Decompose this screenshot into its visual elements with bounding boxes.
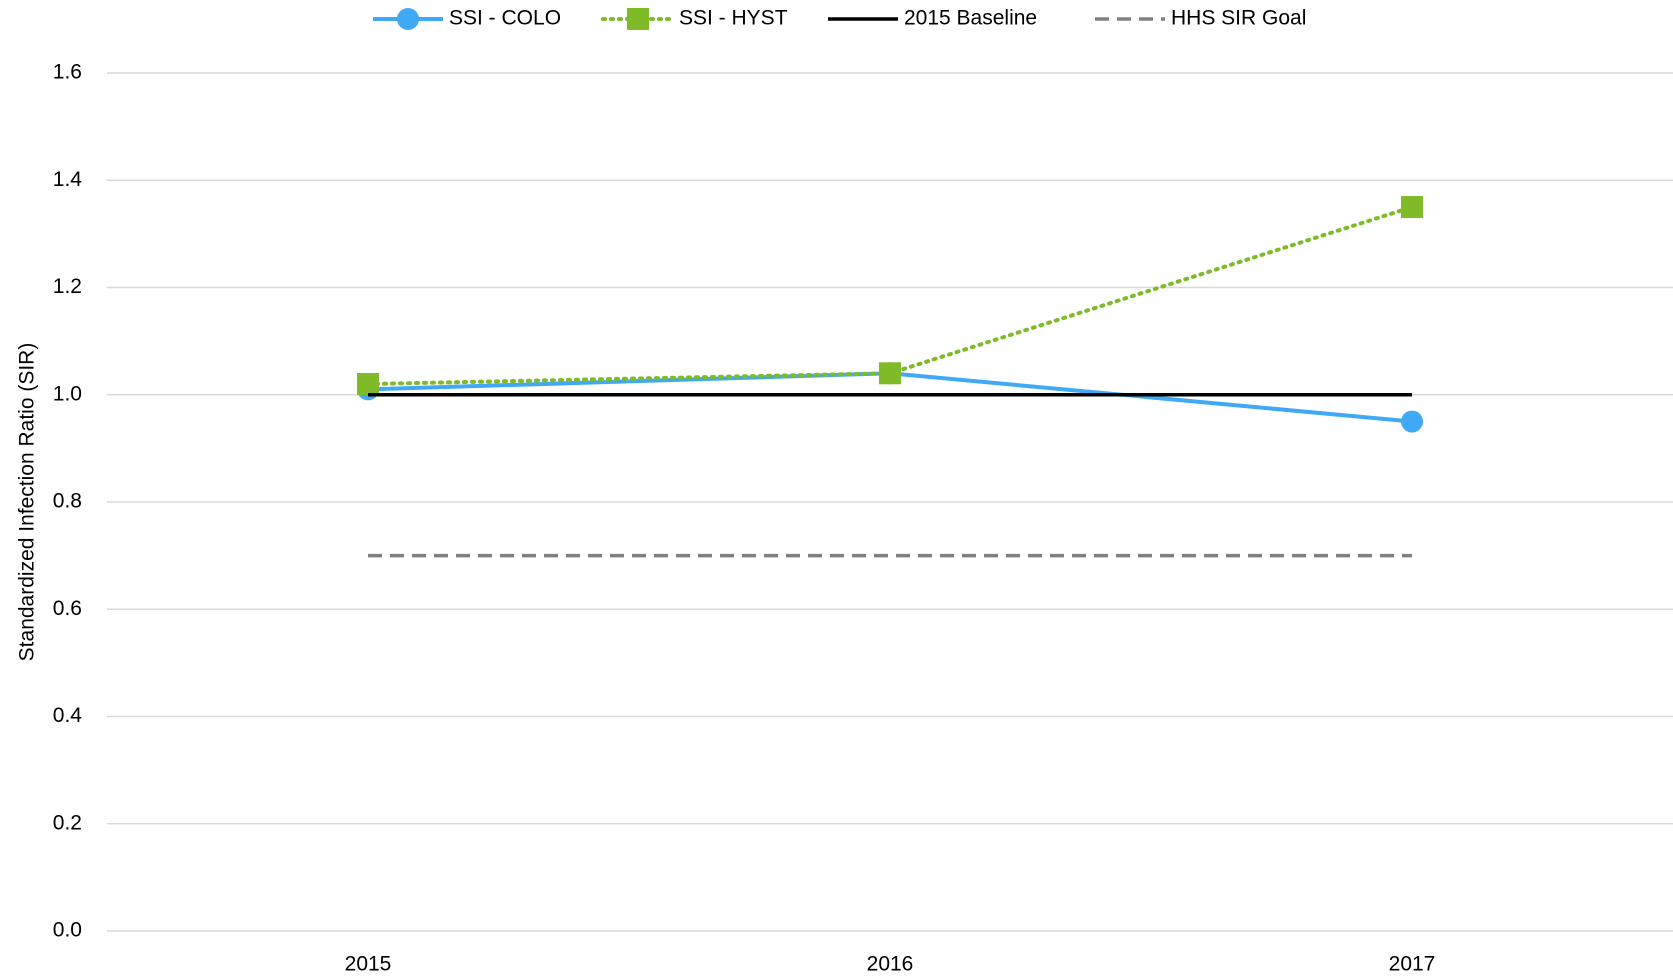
y-axis-label: Standardized Infection Ratio (SIR) (16, 343, 39, 662)
y-tick-label: 1.6 (53, 61, 82, 84)
data-point (1401, 410, 1423, 433)
y-tick-label: 0.2 (53, 811, 82, 834)
legend-label: 2015 Baseline (904, 7, 1037, 30)
data-point (1401, 196, 1423, 219)
y-tick-label: 0.8 (53, 490, 82, 513)
legend-marker (627, 8, 649, 30)
legend-label: SSI - HYST (679, 7, 788, 30)
data-point (879, 362, 901, 385)
x-tick-label: 2015 (345, 953, 392, 976)
y-tick-label: 0.0 (53, 919, 82, 942)
x-tick-label: 2017 (1389, 953, 1436, 976)
legend-label: SSI - COLO (449, 7, 561, 30)
y-tick-label: 0.4 (53, 704, 83, 727)
y-tick-label: 1.2 (53, 275, 82, 298)
data-point (357, 373, 379, 396)
legend-label: HHS SIR Goal (1171, 7, 1306, 30)
y-tick-label: 1.4 (53, 168, 83, 191)
x-tick-label: 2016 (867, 953, 914, 976)
y-tick-label: 1.0 (53, 382, 82, 405)
y-tick-label: 0.6 (53, 597, 82, 620)
series-line (366, 205, 1414, 387)
legend-marker (397, 8, 419, 30)
